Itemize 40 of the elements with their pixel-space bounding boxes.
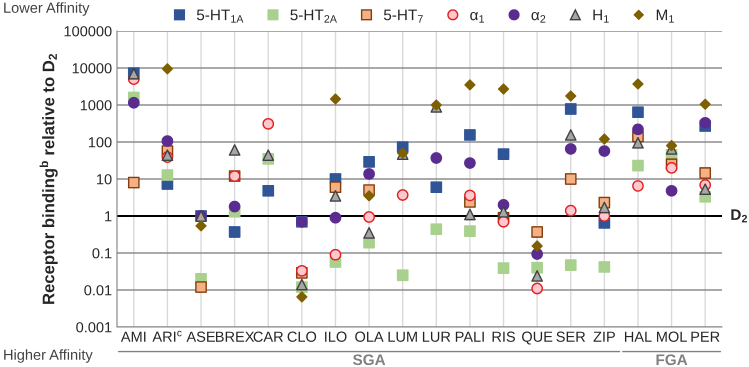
y-axis-title: Receptor binding$^{b}$ relative to D$_{2}$ [40,54,58,304]
x-tick-label: CAR [254,332,283,342]
x-tick-label: RIS [492,332,516,342]
text: FGA [656,354,688,366]
y-tick-label: 0.001 [76,322,112,332]
x-tick-label: AMI [120,332,146,342]
y-tick-label: 10000 [72,63,112,74]
y-tick-label: 1000 [80,100,112,110]
y-tick-label: 0.1 [92,248,112,258]
x-tick-label: CLO [288,332,316,342]
x-tick-label: BREX [216,332,254,342]
legend-label: α$_{1}$ [470,12,484,23]
x-tick-label: MOL [656,332,687,342]
y-tick-label: 10 [97,174,112,184]
x-tick-label: PALI [456,332,484,342]
ref-line-label: D$_{2}$ [731,209,748,222]
text: SGA [352,354,386,366]
x-tick-label: ASE [186,332,215,342]
x-tick-label: SER [556,332,586,342]
x-tick-label: LUM [388,332,417,342]
x-tick-label: ILO [325,332,347,342]
y-tick-label: 100000 [64,26,112,36]
x-tick-label: HAL [624,332,652,342]
x-tick-label: ZIP [593,332,615,342]
legend-label: 5-HT$_{1A}$ [196,10,244,23]
x-tick-label: QUE [522,332,552,344]
y-tick-label: 1 [105,211,112,222]
legend-label: 5-HT$_{2A}$ [290,10,337,23]
legend-label: H$_{1}$ [593,10,609,23]
text: Lower Affinity [4,2,90,16]
x-tick-label: ARI$^{c}$ [152,330,182,342]
legend-label: 5-HT$_{7}$ [384,10,423,23]
text: Higher Affinity [4,349,93,363]
x-tick-label: LUR [422,332,450,342]
x-tick-label: OLA [355,332,384,342]
y-tick-label: 100 [88,137,112,148]
legend-label: M$_{1}$ [656,10,674,23]
legend-label: α$_{2}$ [532,12,546,23]
x-tick-label: PER [691,332,720,342]
y-tick-label: 0.01 [84,285,112,296]
